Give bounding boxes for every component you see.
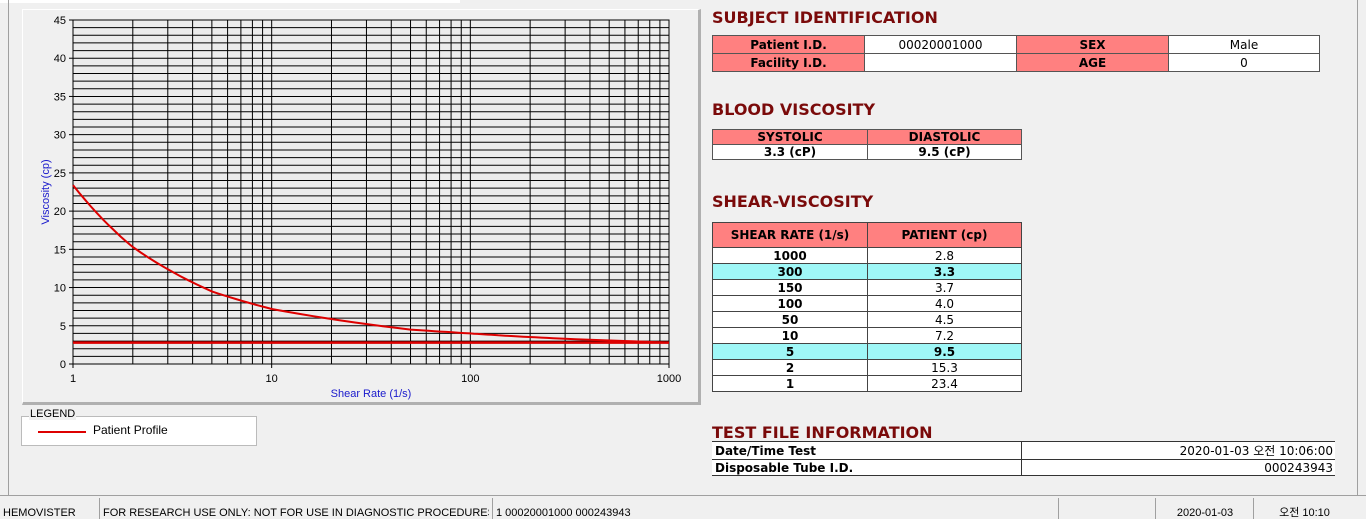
patient-header: PATIENT (cp) <box>868 223 1022 248</box>
shear-rate-cell: 1000 <box>713 248 868 264</box>
patient-value-cell: 9.5 <box>868 344 1022 360</box>
shear-rate-header: SHEAR RATE (1/s) <box>713 223 868 248</box>
shear-rate-cell: 100 <box>713 296 868 312</box>
y-tick-label: 5 <box>60 321 66 333</box>
y-tick-label: 35 <box>54 91 66 103</box>
y-tick-label: 15 <box>54 244 66 256</box>
y-tick-label: 25 <box>54 168 66 180</box>
shear-rate-cell: 1 <box>713 376 868 392</box>
tube-value: 000243943 <box>1022 460 1336 476</box>
y-tick-label: 45 <box>54 15 66 27</box>
sex-label: SEX <box>1017 36 1169 54</box>
chart-svg: 0 5 10 15 20 25 30 35 40 45 1 10 100 1000 Shear Rate (… <box>23 10 698 402</box>
status-notice: FOR RESEARCH USE ONLY: NOT FOR USE IN DI… <box>99 498 489 519</box>
shear-rate-cell: 150 <box>713 280 868 296</box>
x-tick-label: 1 <box>70 373 76 385</box>
y-axis-label: Viscosity (cp) <box>40 159 52 224</box>
status-bar: HEMOVISTER FOR RESEARCH USE ONLY: NOT FO… <box>0 495 1366 519</box>
shear-rate-cell: 300 <box>713 264 868 280</box>
y-tick-label: 20 <box>54 206 66 218</box>
x-tick-label: 100 <box>461 373 479 385</box>
shear-rate-cell: 2 <box>713 360 868 376</box>
subject-title: SUBJECT IDENTIFICATION <box>712 8 938 27</box>
legend: LEGEND Patient Profile <box>21 416 257 446</box>
age-value: 0 <box>1169 54 1320 72</box>
y-tick-label: 0 <box>60 359 66 371</box>
patient-value-cell: 2.8 <box>868 248 1022 264</box>
blood-title: BLOOD VISCOSITY <box>712 100 875 119</box>
y-tick-label: 40 <box>54 53 66 65</box>
x-tick-label: 10 <box>266 373 278 385</box>
plot-area <box>73 20 669 364</box>
status-date: 2020-01-03 <box>1155 498 1251 519</box>
date-label: Date/Time Test <box>712 442 1022 460</box>
patient-value-cell: 4.5 <box>868 312 1022 328</box>
patient-value-cell: 7.2 <box>868 328 1022 344</box>
age-label: AGE <box>1017 54 1169 72</box>
systolic-label: SYSTOLIC <box>713 130 868 145</box>
patient-value-cell: 4.0 <box>868 296 1022 312</box>
viscosity-chart: 0 5 10 15 20 25 30 35 40 45 1 10 100 1000 Shear Rate (… <box>22 9 701 405</box>
date-value: 2020-01-03 오전 10:06:00 <box>1022 442 1336 460</box>
status-app: HEMOVISTER <box>0 498 97 519</box>
y-tick-label: 30 <box>54 130 66 142</box>
patient-value-cell: 3.3 <box>868 264 1022 280</box>
shear-rate-cell: 10 <box>713 328 868 344</box>
patient-id-label: Patient I.D. <box>713 36 865 54</box>
top-edge <box>0 0 460 3</box>
patient-value-cell: 3.7 <box>868 280 1022 296</box>
facility-id-label: Facility I.D. <box>713 54 865 72</box>
testfile-title: TEST FILE INFORMATION <box>712 423 933 442</box>
shear-rate-cell: 5 <box>713 344 868 360</box>
sex-value: Male <box>1169 36 1320 54</box>
left-frame <box>0 0 9 495</box>
legend-title: LEGEND <box>29 408 76 420</box>
status-time: 오전 10:10 <box>1253 498 1352 519</box>
right-frame <box>1357 0 1366 495</box>
legend-label: Patient Profile <box>93 423 168 437</box>
patient-id-value: 00020001000 <box>865 36 1017 54</box>
y-tick-label: 10 <box>54 283 66 295</box>
legend-line-swatch <box>38 431 86 433</box>
diastolic-label: DIASTOLIC <box>868 130 1022 145</box>
tube-label: Disposable Tube I.D. <box>712 460 1022 476</box>
status-empty <box>1058 498 1154 519</box>
shear-title: SHEAR-VISCOSITY <box>712 192 873 211</box>
patient-value-cell: 15.3 <box>868 360 1022 376</box>
systolic-value: 3.3 (cP) <box>713 145 868 160</box>
x-tick-label: 1000 <box>657 373 681 385</box>
x-axis-label: Shear Rate (1/s) <box>331 388 412 400</box>
status-record: 1 00020001000 000243943 <box>492 498 1056 519</box>
patient-value-cell: 23.4 <box>868 376 1022 392</box>
facility-id-value <box>865 54 1017 72</box>
shear-rate-cell: 50 <box>713 312 868 328</box>
diastolic-value: 9.5 (cP) <box>868 145 1022 160</box>
